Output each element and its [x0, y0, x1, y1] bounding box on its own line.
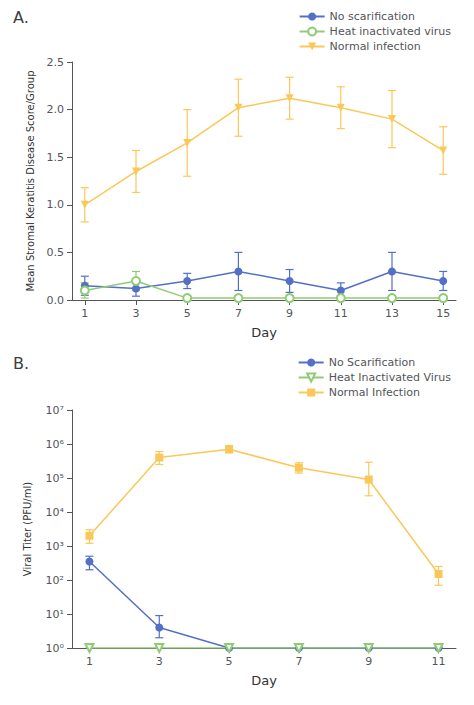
svg-text:No scarification: No scarification: [330, 10, 415, 23]
svg-text:0.5: 0.5: [47, 246, 65, 259]
svg-text:1: 1: [81, 307, 88, 320]
svg-text:Day: Day: [251, 673, 277, 688]
svg-text:2.0: 2.0: [47, 103, 65, 116]
svg-text:10⁵: 10⁵: [46, 472, 64, 485]
svg-text:13: 13: [385, 307, 399, 320]
svg-text:3: 3: [133, 307, 140, 320]
svg-text:5: 5: [226, 655, 233, 668]
svg-text:Heat inactivated virus: Heat inactivated virus: [330, 25, 452, 38]
svg-text:Normal infection: Normal infection: [330, 40, 421, 53]
svg-text:10⁷: 10⁷: [46, 404, 64, 417]
svg-text:1: 1: [86, 655, 93, 668]
svg-text:10⁶: 10⁶: [46, 438, 65, 451]
svg-text:9: 9: [286, 307, 293, 320]
svg-text:Heat Inactivated Virus: Heat Inactivated Virus: [329, 371, 452, 384]
svg-text:B.: B.: [13, 354, 29, 373]
svg-text:1.0: 1.0: [47, 198, 65, 211]
svg-text:1.5: 1.5: [47, 151, 65, 164]
svg-text:11: 11: [432, 655, 446, 668]
svg-text:11: 11: [334, 307, 348, 320]
svg-text:10⁰: 10⁰: [46, 642, 65, 655]
svg-text:9: 9: [365, 655, 372, 668]
svg-text:No Scarification: No Scarification: [329, 356, 416, 369]
svg-text:7: 7: [235, 307, 242, 320]
svg-text:2.5: 2.5: [47, 56, 65, 69]
svg-text:0.0: 0.0: [47, 294, 65, 307]
svg-text:7: 7: [295, 655, 302, 668]
svg-text:Normal Infection: Normal Infection: [329, 386, 420, 399]
svg-text:10¹: 10¹: [46, 608, 64, 621]
svg-text:10³: 10³: [46, 540, 64, 553]
svg-text:Day: Day: [251, 325, 277, 340]
svg-text:3: 3: [156, 655, 163, 668]
svg-text:A.: A.: [13, 8, 29, 27]
svg-text:5: 5: [184, 307, 191, 320]
svg-text:Viral Titer (PFU/ml): Viral Titer (PFU/ml): [22, 482, 33, 576]
svg-text:10²: 10²: [46, 574, 64, 587]
svg-text:10⁴: 10⁴: [46, 506, 65, 519]
svg-text:Mean Stromal Keratitis Disease: Mean Stromal Keratitis Disease Score/Gro…: [25, 70, 36, 291]
svg-text:15: 15: [436, 307, 450, 320]
